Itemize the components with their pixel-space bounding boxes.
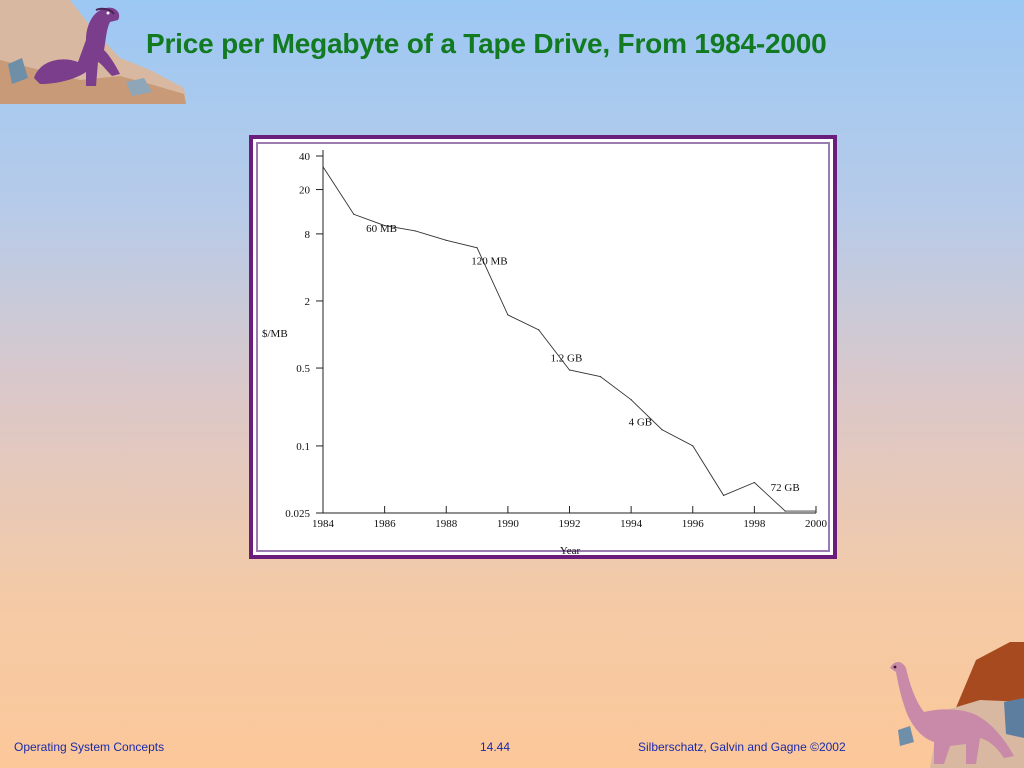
data-point xyxy=(722,494,725,496)
data-point xyxy=(568,369,571,371)
chart-annotations: 60 MB 120 MB 1.2 GB 4 GB 72 GB xyxy=(366,223,800,494)
footer-course-name: Operating System Concepts xyxy=(14,740,165,754)
y-tick-label: 0.5 xyxy=(296,363,310,375)
chart-frame: 40 20 8 2 0.5 0.1 0.025 1984 1986 1988 1990 1992 199… xyxy=(249,135,837,559)
capacity-annotation: 4 GB xyxy=(629,417,653,429)
x-tick-label: 1996 xyxy=(682,518,705,530)
x-tick-label: 1990 xyxy=(497,518,520,530)
y-tick-label: 40 xyxy=(299,151,311,163)
x-tick-label: 1998 xyxy=(743,518,766,530)
data-point xyxy=(384,224,386,227)
dinosaur-illustration-bottom-right xyxy=(890,642,1024,768)
data-point xyxy=(476,247,478,249)
x-tick-label: 1988 xyxy=(435,518,458,530)
x-tick-label: 2000 xyxy=(805,518,828,530)
x-tick-label: 1992 xyxy=(559,518,581,530)
data-point xyxy=(599,375,601,378)
data-point xyxy=(538,329,540,331)
y-tick-label: 2 xyxy=(305,296,311,308)
data-point xyxy=(353,213,355,215)
chart-axes xyxy=(322,150,816,514)
price-series-line xyxy=(322,166,816,512)
y-tick-label: 8 xyxy=(305,229,311,241)
data-point xyxy=(661,429,663,431)
data-point xyxy=(784,510,786,512)
chart-series xyxy=(322,166,817,512)
data-point xyxy=(322,166,324,168)
capacity-annotation: 72 GB xyxy=(771,482,800,494)
data-point xyxy=(445,239,447,241)
y-tick-label: 0.025 xyxy=(285,508,310,520)
y-tick-label: 20 xyxy=(299,185,311,197)
y-tick-label: 0.1 xyxy=(296,441,310,453)
x-tick-label: 1984 xyxy=(312,518,335,530)
x-tick-label: 1994 xyxy=(620,518,643,530)
data-point xyxy=(507,314,509,316)
data-point xyxy=(630,399,632,401)
x-tick-label: 1986 xyxy=(374,518,397,530)
slide-title: Price per Megabyte of a Tape Drive, From… xyxy=(146,28,827,59)
x-axis-label: Year xyxy=(560,545,581,557)
data-point xyxy=(414,230,417,232)
capacity-annotation: 60 MB xyxy=(366,223,397,235)
data-point xyxy=(753,481,755,484)
footer-copyright: Silberschatz, Galvin and Gagne ©2002 xyxy=(638,740,846,754)
data-point xyxy=(815,510,817,512)
footer-slide-number: 14.44 xyxy=(480,740,511,754)
data-point xyxy=(692,445,694,447)
y-axis-label: $/MB xyxy=(262,328,288,340)
capacity-annotation: 120 MB xyxy=(471,256,507,268)
capacity-annotation: 1.2 GB xyxy=(551,353,583,365)
dinosaur-illustration-top-left xyxy=(0,0,186,104)
